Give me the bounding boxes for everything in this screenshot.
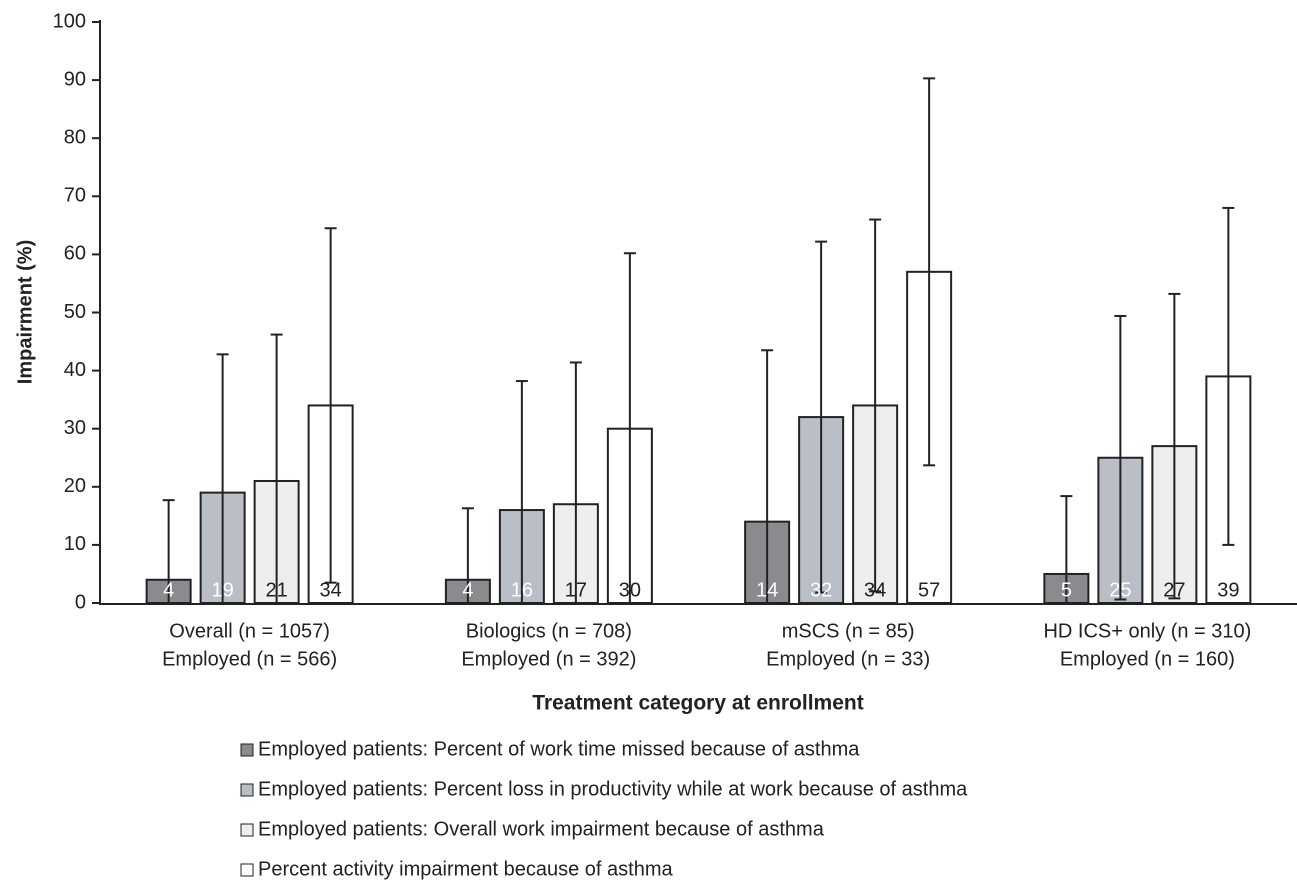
value-label: 32 [810, 579, 832, 601]
legend-swatch [240, 863, 254, 877]
y-tick-label: 90 [64, 68, 86, 90]
y-tick-label: 20 [64, 475, 86, 497]
value-label: 25 [1109, 579, 1131, 601]
value-label: 39 [1217, 579, 1239, 601]
x-tick-label: Employed (n = 392) [461, 648, 636, 670]
x-tick-label: HD ICS+ only (n = 310) [1043, 620, 1251, 642]
y-tick-label: 0 [75, 591, 86, 613]
y-tick-label: 60 [64, 243, 86, 265]
legend-label: Percent activity impairment because of a… [258, 858, 674, 880]
x-tick-label: Employed (n = 566) [162, 648, 337, 670]
legend-label: Employed patients: Overall work impairme… [258, 818, 825, 840]
x-tick-label: Employed (n = 160) [1060, 648, 1235, 670]
y-tick-label: 10 [64, 533, 86, 555]
x-tick-label: Biologics (n = 708) [466, 620, 632, 642]
y-tick-label: 80 [64, 126, 86, 148]
legend-label: Employed patients: Percent loss in produ… [258, 778, 968, 800]
value-label: 30 [619, 579, 641, 601]
value-label: 14 [756, 579, 778, 601]
y-tick-label: 30 [64, 417, 86, 439]
value-label: 27 [1163, 579, 1185, 601]
value-label: 34 [320, 579, 342, 601]
legend-swatch [240, 783, 254, 797]
legend-label: Employed patients: Percent of work time … [258, 738, 860, 760]
value-label: 19 [212, 579, 234, 601]
legend-swatch [240, 743, 254, 757]
value-label: 16 [511, 579, 533, 601]
y-tick-label: 50 [64, 301, 86, 323]
value-label: 4 [462, 579, 473, 601]
value-label: 34 [864, 579, 886, 601]
x-tick-label: Employed (n = 33) [766, 648, 930, 670]
y-tick-label: 40 [64, 359, 86, 381]
y-tick-label: 70 [64, 185, 86, 207]
y-tick-label: 100 [53, 10, 86, 32]
x-tick-label: mSCS (n = 85) [782, 620, 915, 642]
value-label: 21 [266, 579, 288, 601]
x-axis-label: Treatment category at enrollment [532, 692, 863, 715]
value-label: 4 [163, 579, 174, 601]
x-tick-label: Overall (n = 1057) [169, 620, 330, 642]
y-axis-label: Impairment (%) [14, 240, 36, 384]
value-label: 57 [918, 579, 940, 601]
value-label: 5 [1061, 579, 1072, 601]
value-label: 17 [565, 579, 587, 601]
legend-swatch [240, 823, 254, 837]
